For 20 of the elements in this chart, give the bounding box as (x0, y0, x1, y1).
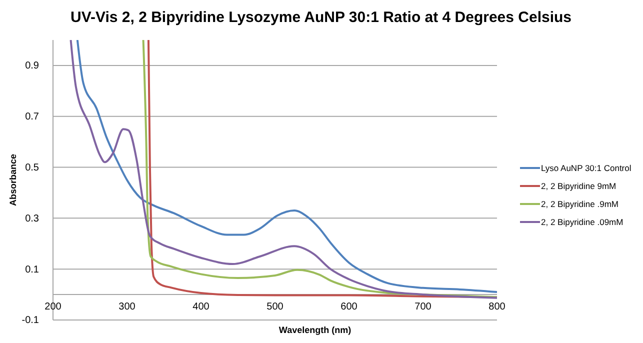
x-tick-label: 300 (118, 302, 136, 313)
y-tick-label: 0.5 (25, 162, 40, 174)
y-tick-label: 0.3 (25, 213, 40, 224)
y-tick-label: 0.7 (25, 112, 40, 123)
x-tick-label: 800 (488, 302, 506, 313)
x-tick-label: 200 (44, 302, 62, 313)
y-tick-label: 0.1 (25, 264, 40, 276)
legend-label: 2, 2 Bipyridine 9mM (541, 181, 616, 191)
x-tick-label: 600 (340, 302, 358, 313)
x-tick-label: 500 (266, 302, 284, 313)
y-tick-label: -0.1 (22, 315, 40, 326)
x-tick-label: 700 (414, 302, 432, 313)
y-tick-label: 0.9 (25, 60, 40, 72)
x-tick-label: 400 (192, 302, 210, 313)
chart-title: UV-Vis 2, 2 Bipyridine Lysozyme AuNP 30:1 Ratio at 4 Degrees Celsius (70, 9, 572, 26)
legend-label: 2, 2 Bipyridine .09mM (541, 217, 624, 227)
x-axis-title: Wavelength (nm) (278, 325, 352, 335)
legend-label: Lyso AuNP 30:1 Control (541, 163, 632, 173)
legend-label: 2, 2 Bipyridine .9mM (541, 199, 618, 209)
y-axis-title: Absorbance (8, 154, 18, 206)
